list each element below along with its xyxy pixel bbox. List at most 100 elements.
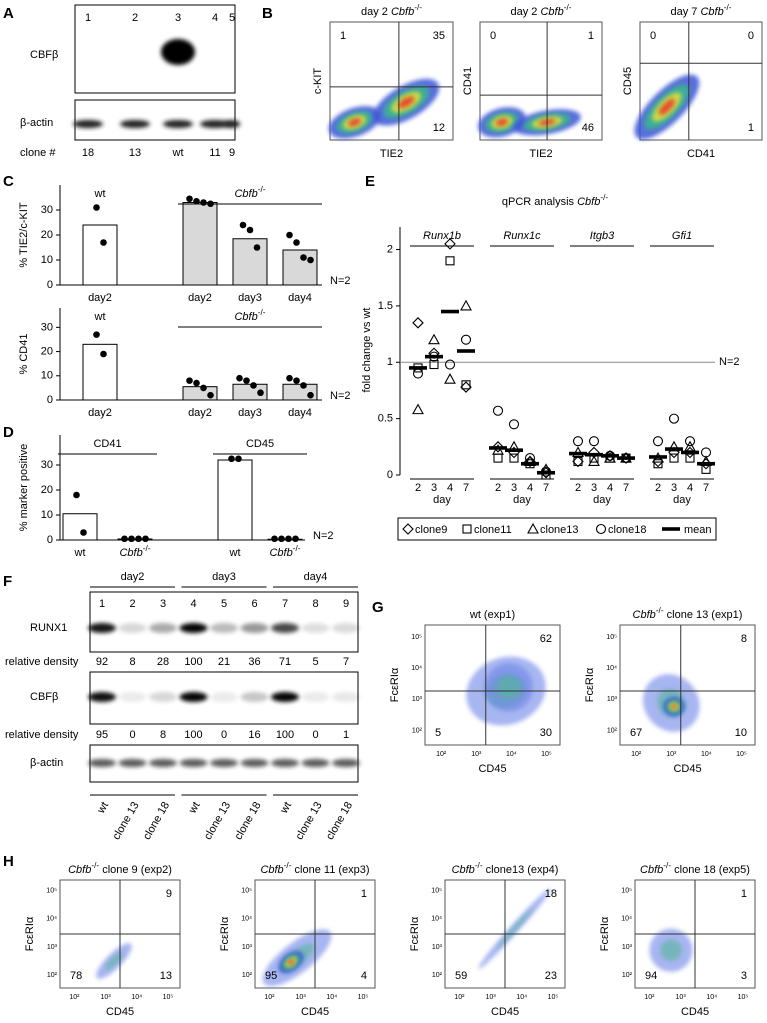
density-value: 100 [276,729,294,741]
data-point [246,226,254,234]
data-point [253,244,261,251]
x-tick-label: day3 [238,407,262,419]
blot-band [149,623,177,633]
blot-band [301,623,330,633]
data-point [285,535,292,543]
x-tick-label: 2 [575,482,581,494]
legend-box [397,517,717,541]
lane-number: 3 [160,598,166,610]
y-tick-label: 0.5 [378,413,393,425]
x-tick-label: 10³ [666,751,677,758]
y-tick-label: 10² [432,972,443,979]
marker-square [461,380,471,390]
x-axis-label: day [593,494,611,506]
x-tick-label: 2 [415,482,421,494]
marker-triangle [428,333,440,345]
marker-circle [652,436,664,447]
y-tick-label: 0 [387,469,393,481]
y-axis-label: FcεRIα [219,916,231,951]
blot-band [118,623,147,633]
y-tick-label: 1.5 [378,300,393,312]
marker-diamond [492,441,504,453]
x-tick-label: 3 [431,482,437,494]
day-label: day4 [304,571,328,583]
data-point [93,331,100,338]
y-tick-label: 10 [41,509,53,521]
lane-number: 6 [251,598,257,610]
y-tick-label: 0 [47,534,53,546]
quadrant-percent: 30 [540,727,552,739]
y-tick-label: 0 [47,279,53,291]
quadrant-percent: 59 [455,970,467,982]
quadrant-percent: 46 [582,122,594,134]
y-axis-label: FcεRIα [409,916,421,951]
quadrant-percent: 1 [340,30,346,42]
panel-label: C [3,173,14,190]
quadrant-percent: 5 [435,727,441,739]
x-tick-label: 3 [511,482,517,494]
marker-diamond [460,381,472,393]
plot-title: day 2 Cbfb-/- [510,3,571,18]
data-point [307,391,314,399]
blot-band [301,692,330,702]
density-value: 0 [312,729,318,741]
sample-label: clone 13 [202,800,233,842]
quadrant-percent: 13 [160,970,172,982]
density-value: 0 [221,729,227,741]
lane-number: 1 [85,12,91,24]
marker-mean [409,366,427,370]
panel-label: H [3,853,14,870]
data-point [80,529,87,536]
panel-label: E [365,173,375,190]
x-axis-label: CD41 [687,148,715,160]
group-label: CD41 [93,438,121,450]
panel-label: F [3,573,12,590]
y-tick-label: 10³ [432,944,443,951]
sample-label: wt [186,800,202,816]
event-cloud [658,98,675,116]
x-axis-label: CD45 [106,1006,134,1018]
x-tick-label: day2 [188,407,212,419]
data-point [278,535,285,543]
density-value: 28 [157,656,169,668]
density-value: 1 [343,729,349,741]
x-tick-label: 10³ [101,994,112,1001]
event-cloud [348,118,362,127]
plot-title: Cbfb-/- clone 13 (exp1) [633,606,743,621]
bar [232,238,268,286]
y-tick-label: 10² [412,727,423,734]
marker-mean [665,447,683,451]
data-point [207,391,214,399]
row-label: CBFβ [30,49,58,61]
y-tick-label: 30 [41,321,53,333]
x-axis-label: day [433,494,451,506]
marker-circle [412,368,424,379]
gene-label: Itgb3 [590,230,615,242]
x-tick-label: 10⁴ [131,994,142,1001]
blot-band [210,623,238,633]
quadrant-percent: 1 [588,30,594,42]
row-label: CBFβ [30,691,58,703]
density-value: 100 [184,656,202,668]
note: N=2 [330,390,351,402]
data-point [243,377,250,384]
quadrant-percent: 4 [361,970,367,982]
y-tick-label: 10⁵ [431,888,442,895]
marker-mean [697,461,715,466]
blot-band [179,759,208,767]
legend-symbol [527,522,539,534]
sample-label: clone 18 [232,800,263,842]
x-tick-label: 10⁴ [516,994,527,1001]
row-label: β-actin [20,117,53,129]
panel-label: A [3,5,14,22]
x-axis-label: CD45 [301,1006,329,1018]
density-value: 8 [160,729,166,741]
event-cloud [496,908,533,949]
blot-band [73,120,103,128]
legend-symbol [402,523,414,535]
blot-band [179,692,208,702]
group-label: CD45 [246,438,274,450]
legend-label: clone9 [415,524,447,536]
lane-number: 4 [190,598,196,610]
x-tick-label: 10³ [296,994,307,1001]
